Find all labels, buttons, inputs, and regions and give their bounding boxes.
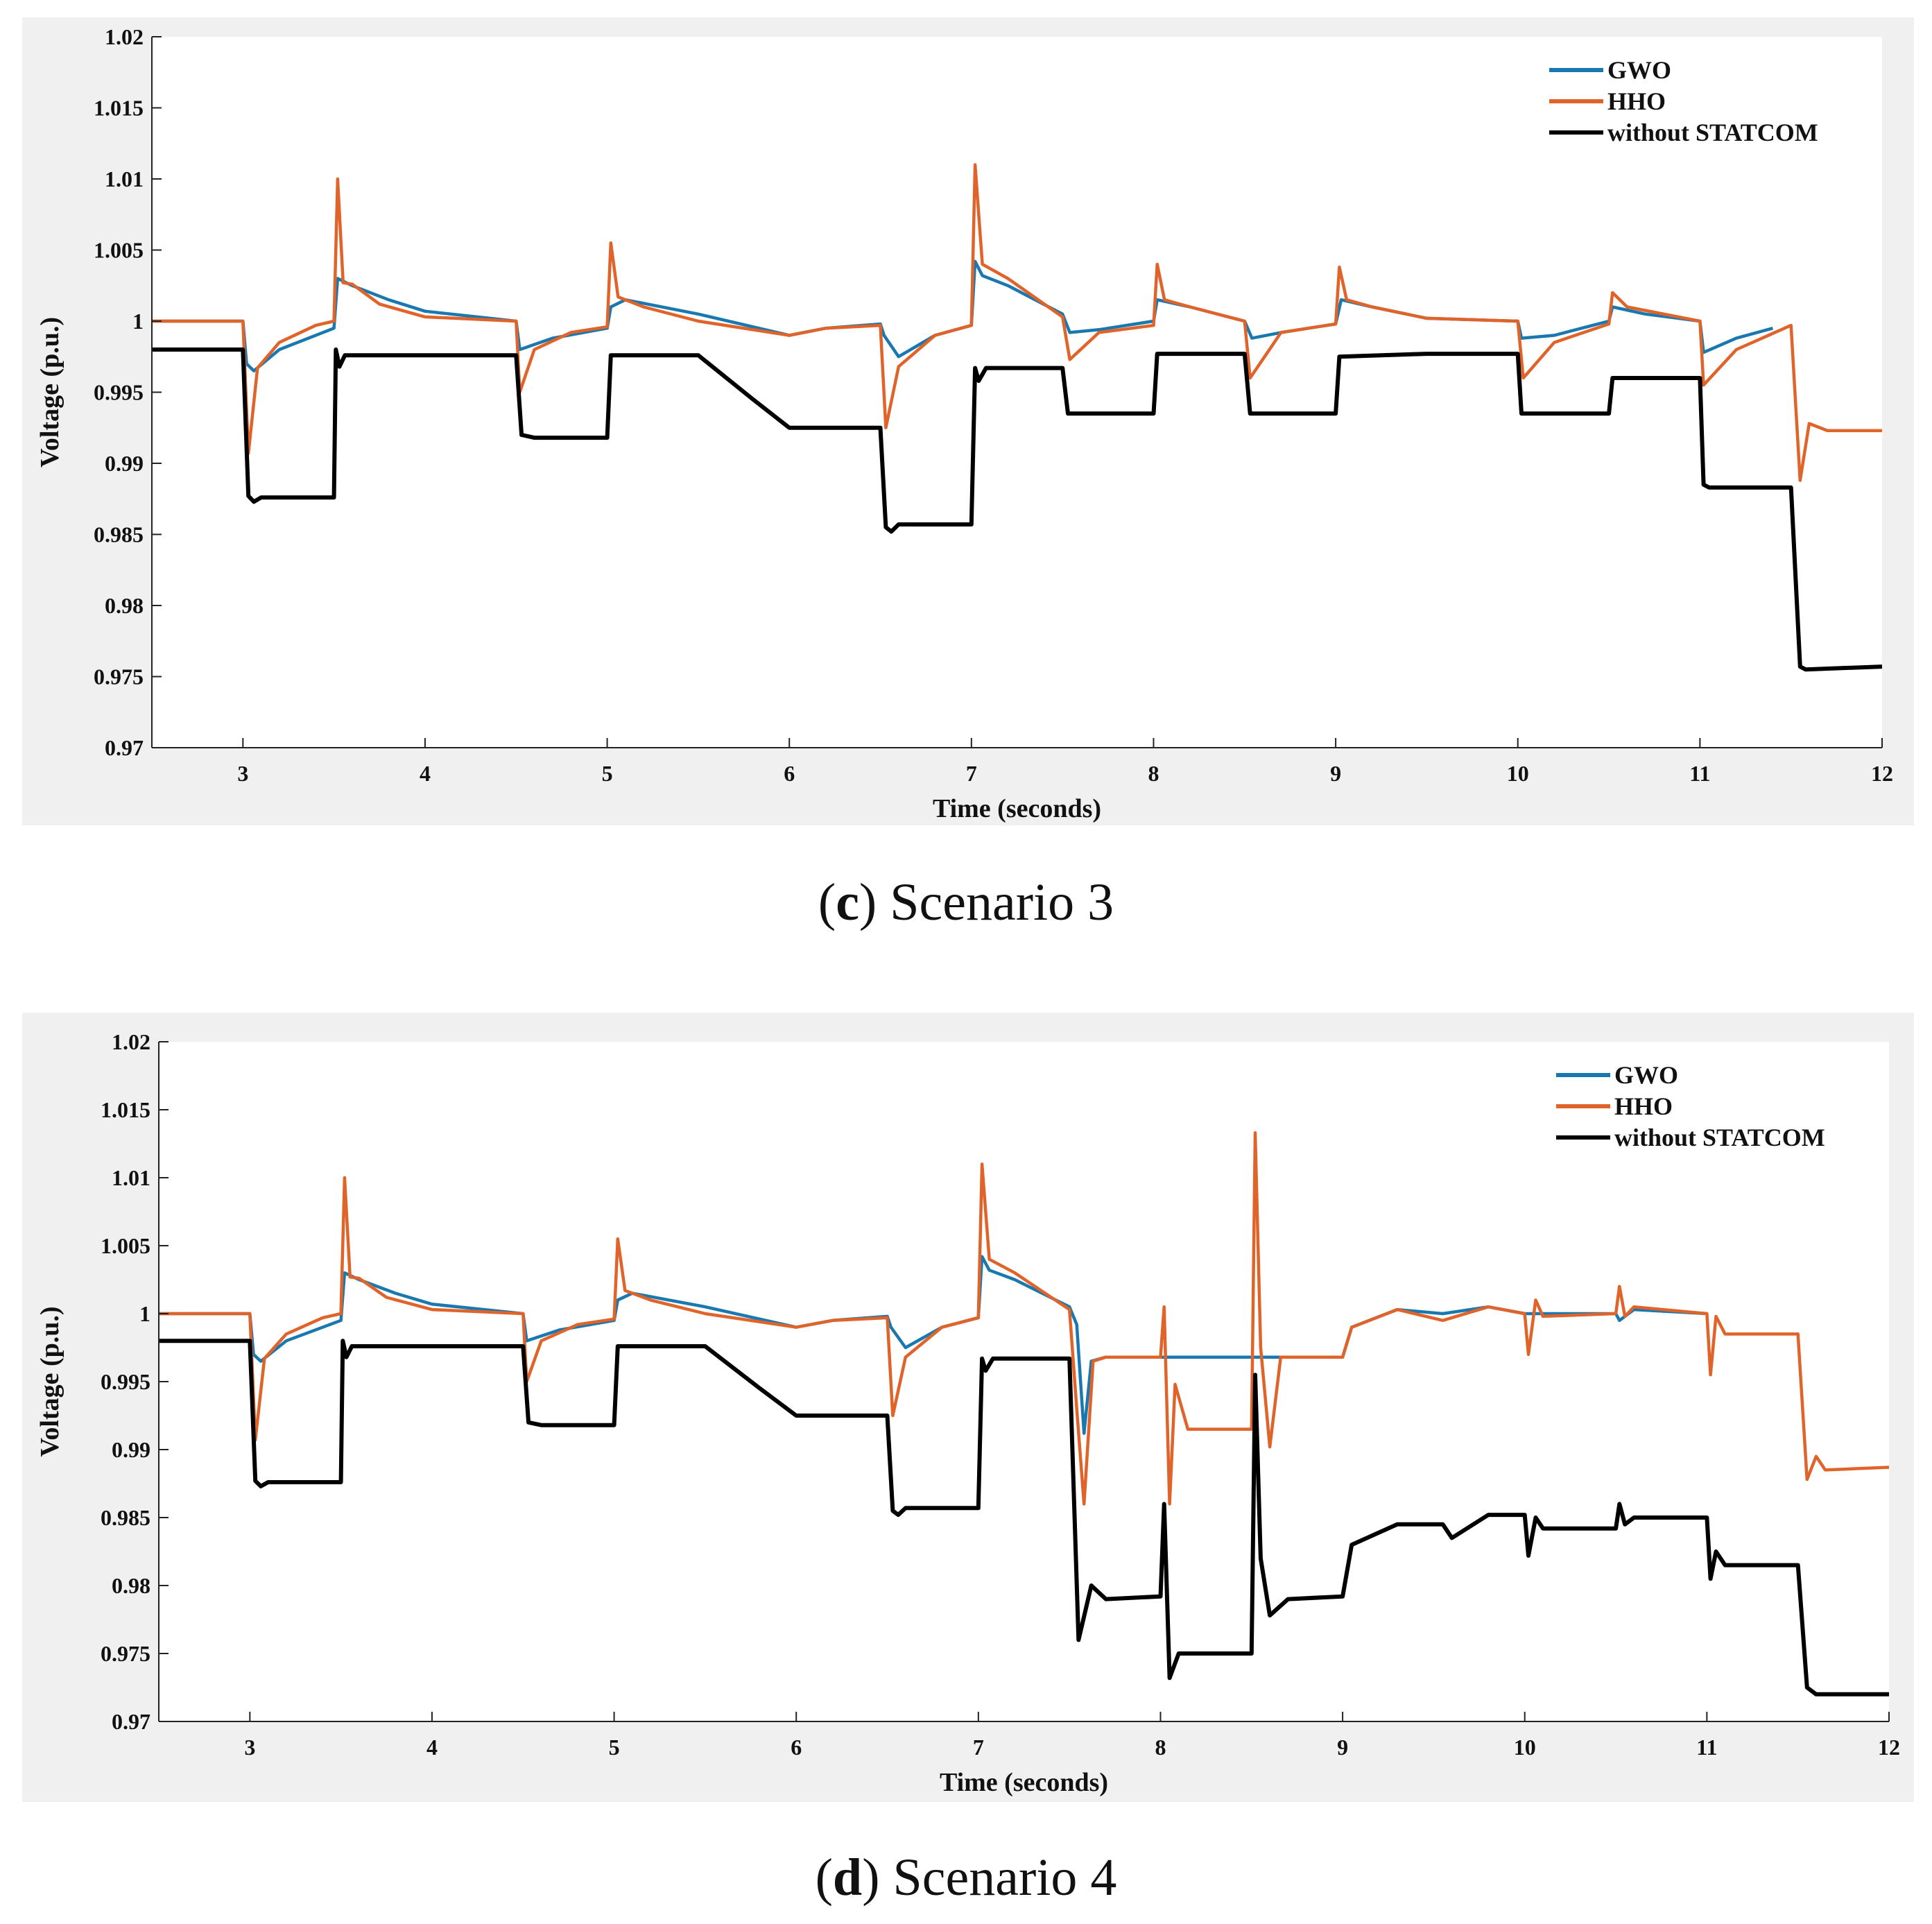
- caption-label: Scenario 3: [890, 873, 1114, 931]
- y-tick-label: 1.005: [94, 238, 144, 263]
- y-tick-label: 0.99: [105, 451, 144, 476]
- chart-panel-scenario-3: 0.97 0.975 0.98 0.985 0.99 0.995 1 1.005 1.01 1.0…: [22, 17, 1914, 825]
- legend-entry: GWO: [1614, 1061, 1678, 1089]
- x-tick-label: 8: [1148, 761, 1159, 786]
- x-tick-label: 3: [237, 761, 248, 786]
- series-line-gwo: [152, 259, 1773, 372]
- series-line-without-statcom: [152, 347, 1883, 672]
- x-tick-label: 9: [1330, 761, 1341, 786]
- y-tick-label: 0.98: [112, 1573, 150, 1598]
- x-tick-label: 4: [426, 1735, 438, 1760]
- x-tick-label: 3: [244, 1735, 255, 1760]
- x-tick-label: 7: [966, 761, 977, 786]
- x-tick-label: 6: [784, 761, 795, 786]
- y-tick-label: 1.015: [101, 1097, 150, 1122]
- series-line-hho: [159, 1131, 1890, 1506]
- caption-letter: d: [832, 1848, 863, 1907]
- y-tick-label: 0.99: [112, 1437, 150, 1462]
- chart-scenario-4: 0.97 0.975 0.98 0.985 0.99 0.995 1 1.005 1.01 1.0…: [35, 1029, 1900, 1797]
- caption-scenario-4: (d) Scenario 4: [815, 1848, 1117, 1907]
- y-tick-label: 1.015: [94, 96, 144, 121]
- x-axis-label: Time (seconds): [933, 794, 1101, 823]
- y-tick-label: 1: [139, 1301, 150, 1326]
- y-tick-label: 1: [132, 309, 144, 334]
- x-tick-label: 6: [791, 1735, 802, 1760]
- legend-entry: without STATCOM: [1607, 119, 1818, 146]
- plot-area: [159, 1042, 1889, 1721]
- caption-letter: c: [836, 873, 859, 931]
- caption-scenario-3: (c) Scenario 3: [818, 873, 1114, 931]
- y-tick-label: 0.995: [101, 1369, 150, 1394]
- x-tick-label: 11: [1689, 761, 1710, 786]
- legend-entry: GWO: [1607, 56, 1671, 84]
- y-tick-label: 0.98: [105, 593, 144, 618]
- y-tick-label: 0.97: [112, 1709, 150, 1734]
- y-tick-label: 1.01: [105, 166, 144, 191]
- y-tick-label: 0.97: [105, 735, 144, 760]
- y-tick-label: 1.02: [105, 24, 144, 49]
- y-tick-label: 0.985: [101, 1505, 150, 1530]
- y-axis-label: Voltage (p.u.): [35, 317, 64, 467]
- x-tick-label: 11: [1696, 1735, 1717, 1760]
- caption-label: Scenario 4: [892, 1848, 1117, 1907]
- x-tick-label: 5: [609, 1735, 620, 1760]
- x-tick-label: 8: [1155, 1735, 1166, 1760]
- plot-area: [152, 37, 1882, 748]
- x-tick-label: 9: [1337, 1735, 1348, 1760]
- y-tick-label: 0.975: [101, 1641, 150, 1666]
- x-tick-label: 10: [1514, 1735, 1536, 1760]
- chart-scenario-3: 0.97 0.975 0.98 0.985 0.99 0.995 1 1.005 1.01 1.0…: [35, 24, 1893, 823]
- chart-panel-scenario-4: 0.97 0.975 0.98 0.985 0.99 0.995 1 1.005 1.01 1.0…: [22, 1013, 1914, 1802]
- series-line-without-statcom: [159, 1339, 1889, 1697]
- y-axis-label: Voltage (p.u.): [35, 1306, 64, 1457]
- y-tick-label: 1.02: [112, 1029, 150, 1054]
- legend-entry: HHO: [1614, 1092, 1673, 1120]
- y-tick-label: 0.975: [94, 664, 144, 689]
- x-axis-label: Time (seconds): [940, 1768, 1108, 1797]
- legend-entry: HHO: [1607, 87, 1666, 115]
- y-tick-label: 0.985: [94, 522, 144, 547]
- y-tick-label: 1.01: [112, 1165, 150, 1190]
- legend-entry: without STATCOM: [1614, 1124, 1825, 1151]
- y-tick-label: 0.995: [94, 380, 144, 405]
- x-tick-label: 12: [1878, 1735, 1900, 1760]
- x-tick-label: 10: [1507, 761, 1529, 786]
- x-tick-label: 5: [602, 761, 613, 786]
- series-line-hho: [152, 163, 1882, 482]
- x-tick-label: 7: [973, 1735, 984, 1760]
- y-tick-label: 1.005: [101, 1233, 150, 1258]
- x-tick-label: 12: [1871, 761, 1893, 786]
- x-tick-label: 4: [420, 761, 431, 786]
